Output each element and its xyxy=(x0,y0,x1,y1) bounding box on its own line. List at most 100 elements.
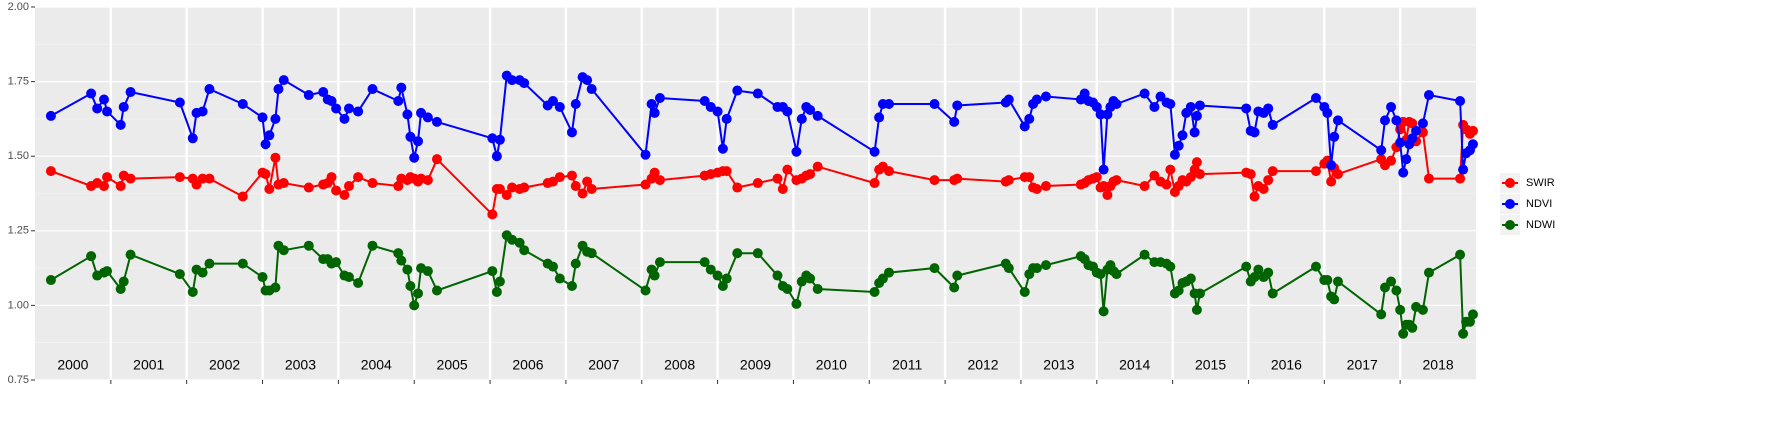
point xyxy=(1024,172,1035,183)
point xyxy=(278,245,289,256)
point xyxy=(869,146,880,157)
point xyxy=(1455,249,1466,260)
point xyxy=(582,75,593,86)
point xyxy=(1310,261,1321,272)
point xyxy=(422,112,433,123)
point xyxy=(874,112,885,123)
point xyxy=(1391,115,1402,126)
point xyxy=(1245,169,1256,180)
point xyxy=(1111,269,1122,280)
point xyxy=(1310,166,1321,177)
point xyxy=(952,100,963,111)
point xyxy=(1386,155,1397,166)
point xyxy=(197,106,208,117)
point xyxy=(1329,294,1340,305)
point xyxy=(1169,149,1180,160)
point xyxy=(1379,115,1390,126)
point xyxy=(649,270,660,281)
point xyxy=(491,286,502,297)
point xyxy=(566,127,577,138)
point xyxy=(796,113,807,124)
point xyxy=(1191,110,1202,121)
point xyxy=(1329,131,1340,142)
point xyxy=(1161,179,1172,190)
point xyxy=(204,258,215,269)
year-label: 2000 xyxy=(57,357,88,373)
point xyxy=(654,175,665,186)
point xyxy=(805,104,816,115)
point xyxy=(1467,125,1478,136)
point xyxy=(260,169,271,180)
point xyxy=(1040,91,1051,102)
point xyxy=(782,164,793,175)
point xyxy=(501,189,512,200)
point xyxy=(1173,285,1184,296)
point xyxy=(812,110,823,121)
point xyxy=(586,248,597,259)
point xyxy=(883,98,894,109)
point xyxy=(1098,306,1109,317)
point xyxy=(1455,95,1466,106)
point xyxy=(1149,101,1160,112)
point xyxy=(1395,304,1406,315)
year-label: 2017 xyxy=(1347,357,1378,373)
point xyxy=(125,173,136,184)
point xyxy=(1386,101,1397,112)
point xyxy=(125,249,136,260)
y-tick-label: 1.00 xyxy=(8,299,29,311)
point xyxy=(1249,127,1260,138)
point xyxy=(487,266,498,277)
point xyxy=(1177,130,1188,141)
point xyxy=(405,131,416,142)
point xyxy=(952,173,963,184)
point xyxy=(1455,173,1466,184)
point xyxy=(102,172,113,183)
point xyxy=(772,173,783,184)
point xyxy=(318,87,329,98)
point xyxy=(45,110,56,121)
point xyxy=(782,106,793,117)
point xyxy=(1139,181,1150,192)
point xyxy=(237,98,248,109)
point xyxy=(115,119,126,130)
point xyxy=(1401,154,1412,165)
point xyxy=(1040,181,1051,192)
point xyxy=(174,97,185,108)
point xyxy=(1417,304,1428,315)
point xyxy=(1031,263,1042,274)
point xyxy=(1332,169,1343,180)
point xyxy=(1376,145,1387,156)
point xyxy=(949,116,960,127)
point xyxy=(646,98,657,109)
point xyxy=(331,257,342,268)
point xyxy=(782,283,793,294)
point xyxy=(405,281,416,292)
year-label: 2006 xyxy=(512,357,543,373)
point xyxy=(577,188,588,199)
point xyxy=(270,282,281,293)
point xyxy=(402,109,413,120)
point xyxy=(367,84,378,95)
year-label: 2004 xyxy=(361,357,392,373)
point xyxy=(570,258,581,269)
point xyxy=(278,178,289,189)
point xyxy=(869,286,880,297)
point xyxy=(187,133,198,144)
point xyxy=(1267,166,1278,177)
point xyxy=(343,103,354,114)
point xyxy=(732,85,743,96)
point xyxy=(237,258,248,269)
point xyxy=(331,103,342,114)
point xyxy=(237,191,248,202)
point xyxy=(402,264,413,275)
point xyxy=(1139,88,1150,99)
point xyxy=(174,269,185,280)
year-label: 2003 xyxy=(285,357,316,373)
point xyxy=(752,178,763,189)
y-tick-label: 2.00 xyxy=(8,1,29,13)
point xyxy=(396,82,407,93)
point xyxy=(712,106,723,117)
point xyxy=(586,84,597,95)
point xyxy=(721,273,732,284)
